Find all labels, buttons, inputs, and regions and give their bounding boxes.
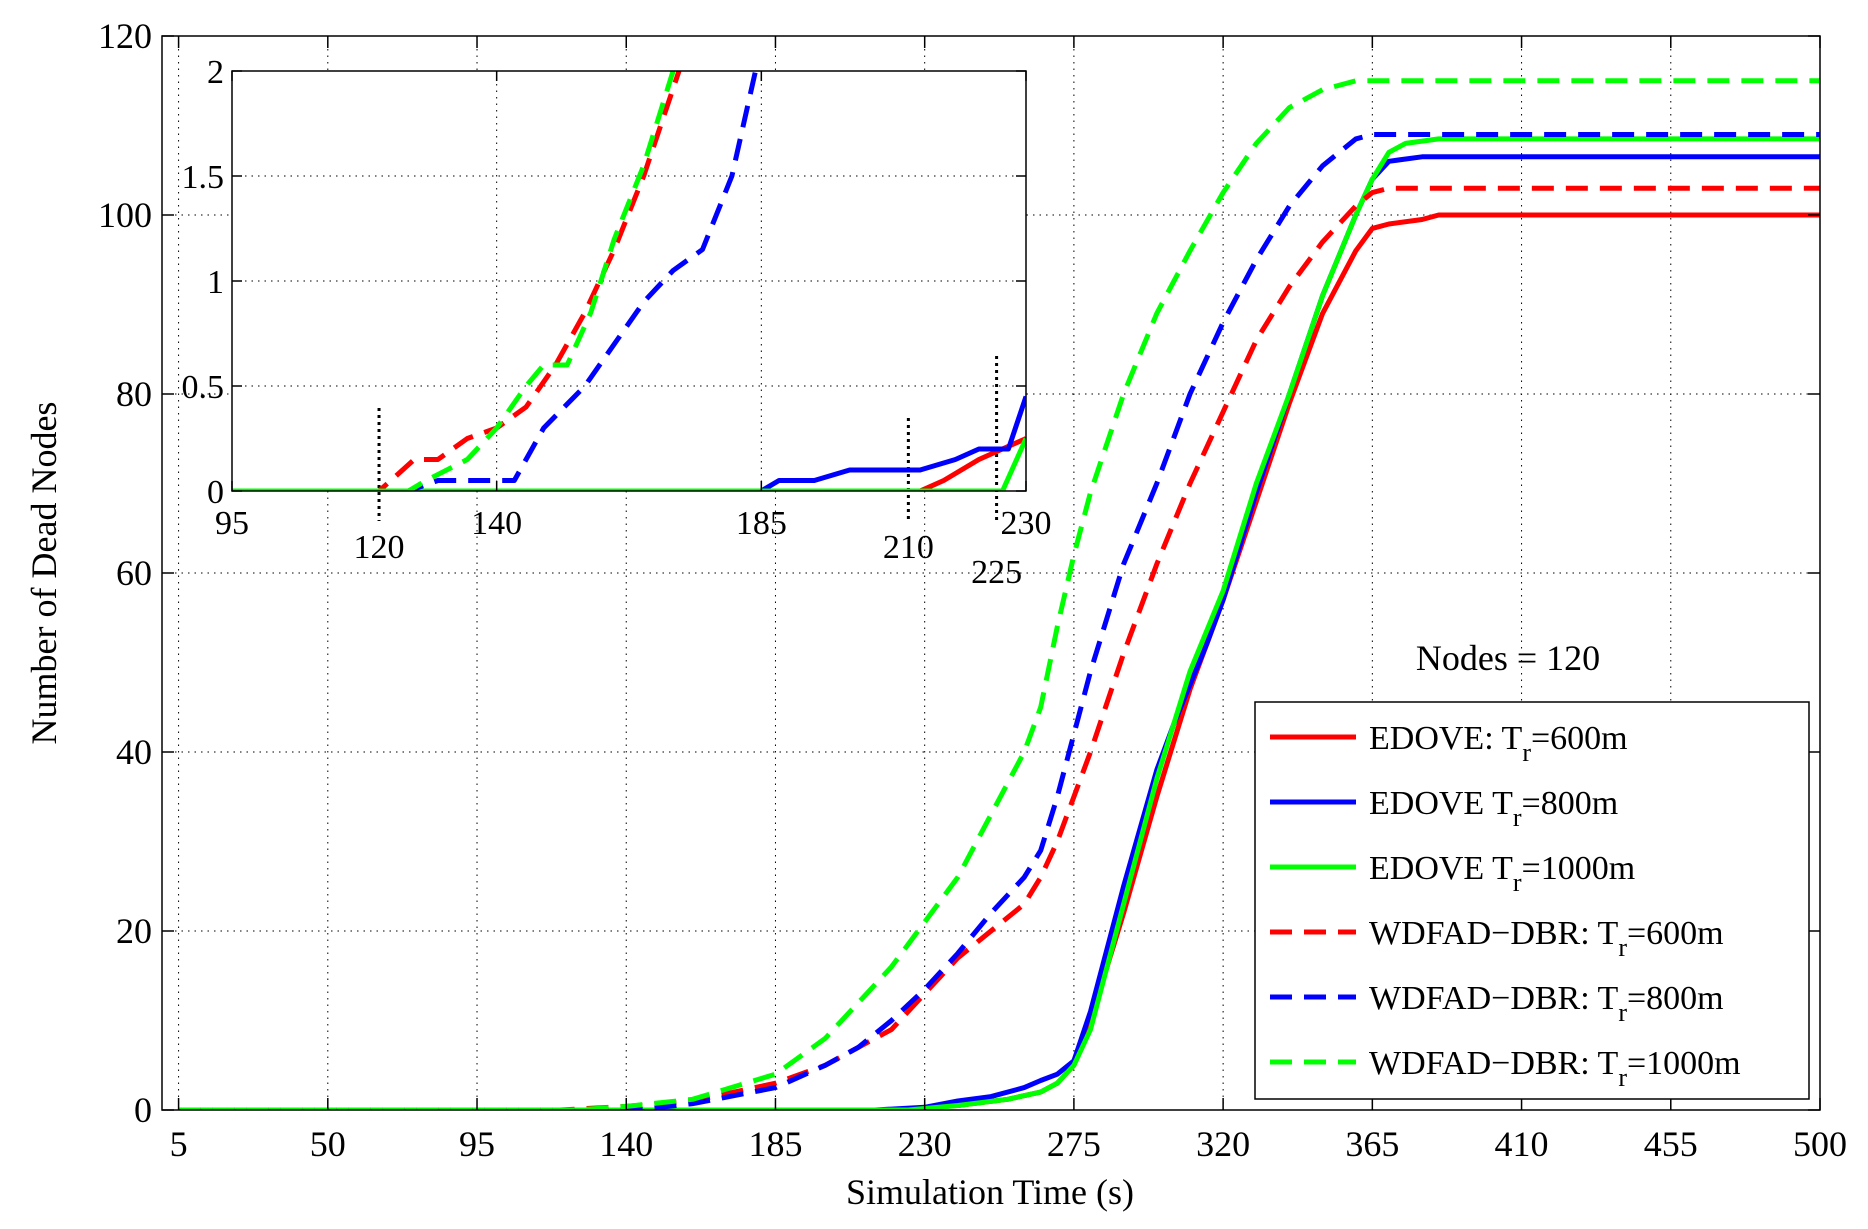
x-tick-label: 410 (1495, 1124, 1549, 1164)
y-tick-label: 0 (134, 1090, 152, 1130)
inset-y-tick-label: 2 (207, 54, 224, 91)
legend-box (1254, 701, 1810, 1100)
main-axis-ticks: 5 50 95 140 185 230 275 320 365 410 455 50002040608… (98, 16, 1847, 1164)
x-axis-label: Simulation Time (s) (846, 1172, 1134, 1212)
x-tick-label: 50 (310, 1124, 346, 1164)
legend-label-2: EDOVE Tr=800m (1369, 785, 1618, 832)
inset-y-tick-label: 0.5 (182, 369, 225, 406)
inset-x-tick-label: 230 (1001, 505, 1052, 542)
x-tick-label: 500 (1793, 1124, 1847, 1164)
inset-plot-lines (232, 71, 1026, 491)
inset-y-tick-label: 1 (207, 264, 224, 301)
inset-x-tick-label: 185 (736, 505, 787, 542)
x-tick-label: 455 (1644, 1124, 1698, 1164)
y-tick-label: 20 (116, 911, 152, 951)
legend-label-5: WDFAD−DBR: Tr=800m (1369, 980, 1724, 1027)
y-tick-label: 60 (116, 553, 152, 593)
y-axis-label: Number of Dead Nodes (24, 402, 64, 745)
inset-x-tick-label: 95 (215, 505, 249, 542)
inset-series-line-6 (232, 71, 676, 491)
x-tick-label: 275 (1047, 1124, 1101, 1164)
legend-label-3: EDOVE Tr=1000m (1369, 850, 1635, 897)
y-tick-label: 80 (116, 374, 152, 414)
x-tick-label: 5 (170, 1124, 188, 1164)
inset-y-tick-label: 1.5 (182, 159, 225, 196)
x-tick-label: 230 (898, 1124, 952, 1164)
nodes-annotation: Nodes = 120 (1416, 638, 1600, 678)
x-tick-label: 185 (748, 1124, 802, 1164)
x-tick-label: 140 (599, 1124, 653, 1164)
inset-series-line-3 (232, 437, 1026, 491)
inset-grid (232, 71, 1026, 491)
series-line-6 (178, 78, 1820, 1110)
inset-y-tick-label: 0 (207, 474, 224, 511)
legend-label-6: WDFAD−DBR: Tr=1000m (1369, 1045, 1741, 1092)
series-line-5 (178, 132, 1820, 1110)
legend-label-1: EDOVE: Tr=600m (1369, 720, 1628, 767)
series-line-4 (178, 185, 1820, 1110)
x-tick-label: 320 (1196, 1124, 1250, 1164)
inset-x-tick-label: 140 (471, 505, 522, 542)
y-tick-label: 100 (98, 195, 152, 235)
x-tick-label: 365 (1345, 1124, 1399, 1164)
x-tick-label: 95 (459, 1124, 495, 1164)
inset-series-line-2 (232, 395, 1026, 491)
y-tick-label: 120 (98, 16, 152, 56)
inset-series-line-1 (232, 436, 1026, 491)
legend: EDOVE: Tr=600m EDOVE Tr=800m EDOVE Tr=1000… (1270, 720, 1741, 1092)
main-plot-lines (178, 78, 1820, 1110)
inset-x-tick-label-lower: 225 (971, 554, 1022, 591)
inset-x-tick-label-low: 120 (354, 529, 405, 566)
inset-series-line-5 (232, 71, 758, 491)
inset-axis-ticks: 0 0.5 1 1.5 2 95 140 185 230 120 210 225 (182, 54, 1052, 591)
inset-x-tick-label-low: 210 (883, 529, 934, 566)
legend-label-4: WDFAD−DBR: Tr=600m (1369, 915, 1724, 962)
series-line-3 (178, 136, 1820, 1110)
y-tick-label: 40 (116, 732, 152, 772)
